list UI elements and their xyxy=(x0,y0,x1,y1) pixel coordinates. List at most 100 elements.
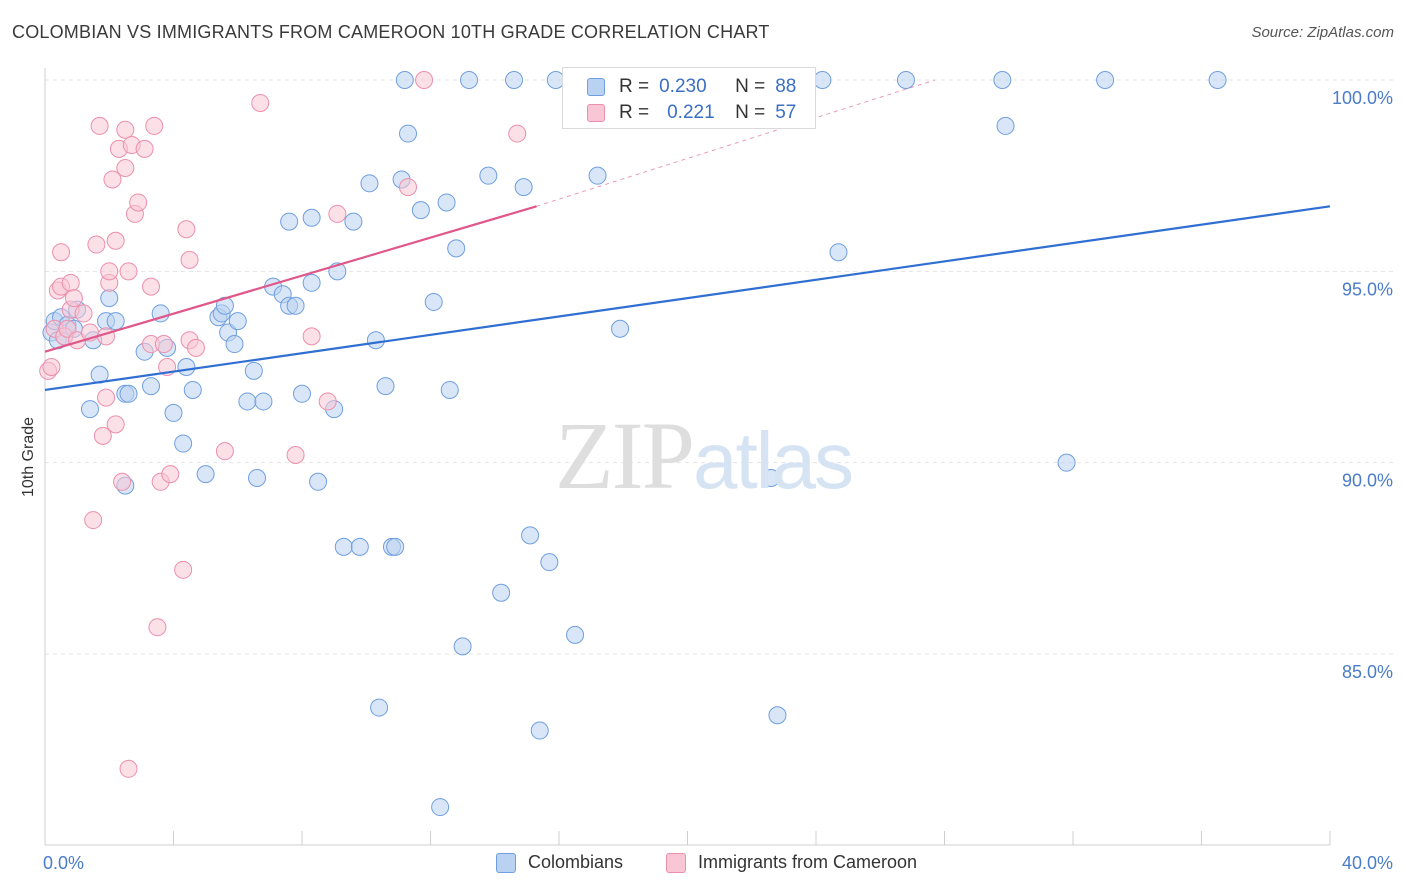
data-point-colombians xyxy=(431,798,450,817)
y-tick-label: 100.0% xyxy=(1332,88,1393,108)
data-point-colombians xyxy=(254,392,273,411)
data-point-cameroon xyxy=(61,273,80,292)
data-point-colombians xyxy=(164,403,183,422)
legend-swatch-colombians xyxy=(587,78,605,96)
data-point-colombians xyxy=(540,553,559,572)
data-point-cameroon xyxy=(116,159,135,178)
data-point-colombians xyxy=(344,212,363,231)
data-point-colombians xyxy=(440,380,459,399)
data-point-colombians xyxy=(453,637,472,656)
y-tick-label: 95.0% xyxy=(1342,279,1393,299)
data-point-colombians xyxy=(399,124,418,143)
data-point-colombians xyxy=(1096,71,1115,89)
y-tick-label: 85.0% xyxy=(1342,662,1393,682)
data-point-colombians xyxy=(492,583,511,602)
data-point-cameroon xyxy=(116,120,135,139)
data-point-colombians xyxy=(386,537,405,556)
data-point-cameroon xyxy=(97,388,116,407)
watermark-zip: ZIP xyxy=(555,402,695,509)
data-point-colombians xyxy=(993,71,1012,89)
data-point-colombians xyxy=(293,384,311,403)
data-point-colombians xyxy=(177,358,196,376)
data-point-colombians xyxy=(196,465,215,484)
data-point-cameroon xyxy=(148,618,167,637)
source-credit: Source: ZipAtlas.com xyxy=(1251,24,1394,41)
data-point-colombians xyxy=(309,472,328,491)
data-point-cameroon xyxy=(93,426,112,445)
data-point-cameroon xyxy=(42,358,61,376)
correlation-legend: R = 0.230 N = 88 R = 0.221 N = 57 xyxy=(562,67,816,129)
data-point-cameroon xyxy=(286,446,305,465)
data-point-colombians xyxy=(80,400,99,419)
legend-r-label: R = xyxy=(619,102,650,123)
data-point-colombians xyxy=(514,178,533,197)
data-point-cameroon xyxy=(103,170,122,189)
data-point-colombians xyxy=(762,468,781,487)
data-point-colombians xyxy=(244,361,263,380)
bottom-legend-label-cameroon: Immigrants from Cameroon xyxy=(698,852,918,872)
data-point-colombians xyxy=(813,71,832,89)
data-point-cameroon xyxy=(186,338,205,357)
legend-r-value-colombians: 0.230 xyxy=(659,76,707,97)
y-axis-tick-labels: 100.0% 95.0% 90.0% 85.0% xyxy=(1332,88,1393,682)
data-point-colombians xyxy=(611,319,630,338)
data-point-cameroon xyxy=(113,472,132,491)
data-point-colombians xyxy=(411,201,430,220)
data-point-colombians xyxy=(479,166,498,185)
data-point-colombians xyxy=(521,526,540,545)
data-point-cameroon xyxy=(87,235,106,254)
data-point-colombians xyxy=(366,331,385,350)
data-point-colombians xyxy=(437,193,456,212)
data-point-cameroon xyxy=(106,415,125,434)
data-point-colombians xyxy=(228,312,247,331)
data-point-colombians xyxy=(896,71,915,89)
data-point-colombians xyxy=(360,174,379,193)
data-point-cameroon xyxy=(328,204,347,223)
data-point-colombians xyxy=(395,71,414,89)
data-point-cameroon xyxy=(64,289,83,308)
data-point-cameroon xyxy=(251,93,270,112)
data-point-colombians xyxy=(248,468,267,487)
trend-line-cameroon xyxy=(44,205,537,353)
data-point-colombians xyxy=(174,434,193,453)
data-point-colombians xyxy=(183,380,202,399)
data-point-colombians xyxy=(350,537,369,556)
trend-line-cameroon-extension xyxy=(536,79,936,207)
data-point-colombians xyxy=(376,377,395,396)
data-point-cameroon xyxy=(106,231,125,250)
data-point-cameroon xyxy=(119,262,138,281)
data-point-colombians xyxy=(588,166,607,185)
bottom-legend-swatch-colombians xyxy=(496,852,516,873)
data-point-colombians xyxy=(447,239,466,258)
legend-r-value-cameroon: 0.221 xyxy=(667,102,715,123)
bottom-legend-colombians: Colombians xyxy=(496,852,623,873)
watermark: ZIPatlas xyxy=(555,400,854,511)
x-tick-label-min: 0.0% xyxy=(43,853,84,873)
legend-r-label: R = xyxy=(619,76,650,97)
trend-lines xyxy=(44,79,1331,392)
data-point-colombians xyxy=(106,312,125,331)
data-point-colombians xyxy=(370,698,389,717)
data-point-cameroon xyxy=(318,392,337,411)
data-point-cameroon xyxy=(177,220,196,239)
data-point-cameroon xyxy=(90,116,109,135)
colombians-points xyxy=(42,71,1227,817)
legend-row-cameroon: R = 0.221 N = 57 xyxy=(587,101,796,125)
data-point-cameroon xyxy=(135,139,154,158)
data-point-colombians xyxy=(1208,71,1227,89)
data-point-cameroon xyxy=(215,442,234,461)
data-point-colombians xyxy=(142,377,161,396)
data-point-cameroon xyxy=(415,71,434,89)
legend-n-label: N = xyxy=(735,102,766,123)
data-point-colombians xyxy=(280,212,299,231)
data-point-colombians xyxy=(302,273,321,292)
data-point-colombians xyxy=(530,721,549,740)
data-point-colombians xyxy=(225,335,244,354)
data-point-cameroon xyxy=(180,250,199,269)
data-point-colombians xyxy=(334,537,353,556)
legend-n-label: N = xyxy=(735,76,766,97)
legend-swatch-cameroon xyxy=(587,104,605,122)
data-point-cameroon xyxy=(161,465,180,484)
data-point-cameroon xyxy=(58,319,77,338)
